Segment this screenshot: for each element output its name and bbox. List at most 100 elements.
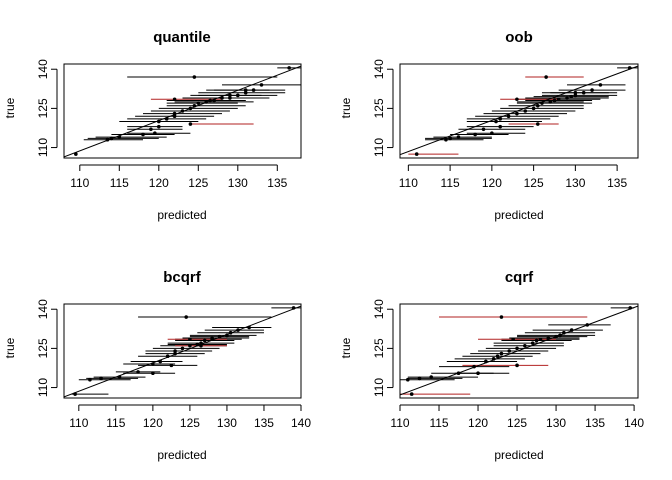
data-point [556, 97, 561, 102]
x-tick-label: 130 [565, 176, 585, 190]
x-tick-label: 140 [624, 416, 644, 430]
data-point [158, 359, 163, 364]
x-tick-label: 135 [607, 176, 627, 190]
data-point [188, 106, 193, 111]
x-tick-label: 110 [69, 416, 88, 430]
data-point [169, 363, 174, 368]
data-point [515, 111, 519, 116]
data-point [590, 88, 594, 92]
data-point [499, 315, 504, 319]
data-point [225, 333, 229, 338]
x-axis-label: predicted [157, 208, 206, 222]
data-point [212, 98, 216, 103]
data-point [535, 103, 540, 108]
x-tick-label: 130 [217, 416, 237, 430]
data-point [202, 338, 207, 343]
data-point [406, 377, 410, 382]
data-point [236, 93, 240, 98]
panel-oob: oob predicted true 110 115 120 125 130 135110… [339, 29, 639, 222]
x-tick-label: 125 [524, 176, 544, 190]
x-tick-label: 110 [399, 176, 418, 190]
plot-marks: 110 115 120 125 130 135 110 125 140 [36, 59, 302, 190]
data-point [448, 136, 452, 141]
data-point [530, 341, 535, 345]
data-point [184, 315, 189, 319]
data-point [565, 96, 569, 100]
plot-frame [63, 303, 302, 399]
data-point [515, 346, 519, 351]
data-point [73, 392, 77, 396]
data-point [523, 343, 527, 348]
x-axis-label: predicted [494, 448, 543, 462]
data-point [196, 101, 201, 105]
data-point [531, 106, 536, 111]
y-tick-label: 140 [36, 59, 50, 79]
data-point [548, 100, 553, 104]
y-tick-label: 140 [372, 59, 386, 79]
data-point [188, 343, 192, 348]
data-point [569, 94, 573, 99]
data-point [291, 306, 296, 310]
data-point [157, 119, 161, 124]
data-point [228, 96, 232, 100]
data-point [105, 137, 110, 142]
y-axis-label: true [3, 97, 17, 118]
data-point [507, 349, 512, 353]
x-tick-label: 125 [188, 176, 208, 190]
data-point [109, 136, 114, 141]
reference-line [400, 65, 638, 156]
data-point [473, 132, 477, 137]
y-axis-label: true [339, 337, 353, 358]
data-point [481, 127, 486, 132]
data-point [499, 351, 504, 356]
data-point [444, 137, 448, 142]
data-point [165, 354, 170, 359]
reference-line [400, 305, 638, 396]
data-point [476, 371, 480, 375]
data-point [117, 375, 122, 379]
data-point [627, 66, 632, 70]
y-axis-label: true [3, 337, 17, 358]
panel-cqrf: cqrf predicted true 110 115 120 125 130 135 14… [339, 269, 644, 462]
data-point [573, 93, 578, 98]
data-point [490, 131, 494, 135]
data-point [180, 109, 185, 113]
data-point [554, 334, 558, 339]
x-tick-label: 115 [110, 176, 129, 190]
data-point [136, 370, 140, 374]
x-tick-label: 110 [70, 176, 89, 190]
data-point [208, 98, 212, 103]
data-point [259, 83, 264, 87]
panel-title: cqrf [505, 269, 534, 286]
y-tick-label: 125 [372, 98, 386, 118]
plot-area [400, 305, 638, 396]
y-tick-label: 110 [36, 138, 50, 157]
data-point [581, 90, 586, 95]
panel-bcqrf: bcqrf predicted true 110 115 120 125 130 135 1… [3, 269, 311, 462]
y-tick-label: 110 [372, 378, 386, 397]
x-tick-label: 115 [441, 176, 460, 190]
y-tick-label: 110 [372, 138, 386, 157]
data-point [494, 119, 498, 124]
data-point [247, 325, 251, 330]
data-point [569, 328, 574, 332]
x-tick-label: 120 [482, 176, 502, 190]
plot-marks: 110 115 120 125 130 135 140 110 125 140 [36, 299, 311, 430]
plot-frame [399, 303, 639, 399]
data-point [99, 376, 103, 381]
data-point [243, 90, 248, 95]
panel-title: quantile [153, 29, 211, 46]
data-point [417, 376, 422, 381]
data-point [523, 109, 528, 113]
x-tick-label: 130 [228, 176, 248, 190]
y-tick-label: 125 [36, 98, 50, 118]
data-point [429, 375, 434, 379]
data-point [199, 341, 203, 345]
data-point [287, 66, 291, 70]
x-tick-label: 120 [149, 176, 169, 190]
y-tick-label: 125 [36, 338, 50, 358]
data-point [414, 152, 419, 156]
data-point [573, 90, 578, 95]
plot-area [64, 65, 301, 158]
